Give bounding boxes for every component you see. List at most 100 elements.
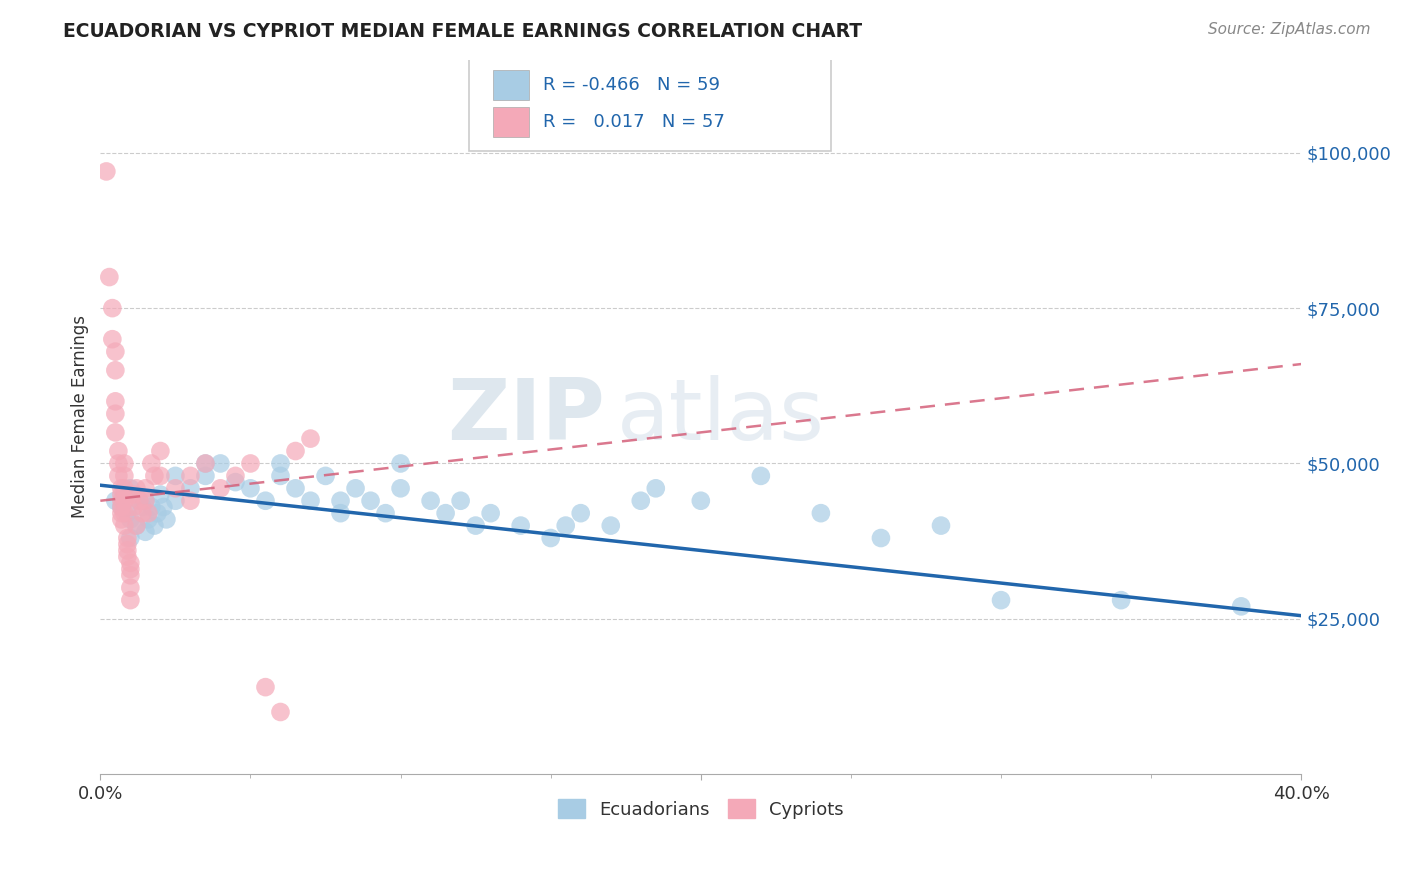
Point bbox=[165, 469, 187, 483]
Point bbox=[149, 444, 172, 458]
Point bbox=[122, 487, 145, 501]
Point bbox=[131, 500, 153, 514]
Point bbox=[254, 680, 277, 694]
Point bbox=[149, 469, 172, 483]
Point bbox=[165, 481, 187, 495]
Point bbox=[112, 469, 135, 483]
Point bbox=[540, 531, 562, 545]
Point bbox=[141, 500, 163, 514]
Point bbox=[269, 705, 291, 719]
Point bbox=[389, 481, 412, 495]
Point bbox=[149, 487, 172, 501]
Text: ECUADORIAN VS CYPRIOT MEDIAN FEMALE EARNINGS CORRELATION CHART: ECUADORIAN VS CYPRIOT MEDIAN FEMALE EARN… bbox=[63, 22, 862, 41]
Point bbox=[155, 512, 177, 526]
Point bbox=[125, 518, 148, 533]
Point bbox=[101, 332, 124, 346]
Point bbox=[315, 469, 337, 483]
Point bbox=[239, 481, 262, 495]
Point bbox=[107, 444, 129, 458]
Point bbox=[122, 500, 145, 514]
Point bbox=[329, 493, 352, 508]
Point bbox=[810, 506, 832, 520]
Point bbox=[1109, 593, 1132, 607]
Point bbox=[509, 518, 531, 533]
Legend: Ecuadorians, Cypriots: Ecuadorians, Cypriots bbox=[551, 792, 851, 826]
Point bbox=[179, 481, 201, 495]
Point bbox=[128, 493, 150, 508]
Point bbox=[209, 481, 232, 495]
Point bbox=[209, 457, 232, 471]
Point bbox=[98, 270, 121, 285]
Point bbox=[117, 549, 139, 564]
Point bbox=[146, 506, 169, 520]
Point bbox=[128, 493, 150, 508]
Point bbox=[554, 518, 576, 533]
Point bbox=[104, 363, 127, 377]
Point bbox=[224, 475, 246, 489]
Point bbox=[143, 518, 166, 533]
Point bbox=[479, 506, 502, 520]
Point bbox=[929, 518, 952, 533]
Point bbox=[104, 344, 127, 359]
Point bbox=[284, 481, 307, 495]
Point bbox=[194, 457, 217, 471]
Point bbox=[269, 457, 291, 471]
Text: R = -0.466   N = 59: R = -0.466 N = 59 bbox=[544, 76, 720, 94]
Point bbox=[120, 556, 142, 570]
Point bbox=[120, 481, 142, 495]
Point bbox=[117, 537, 139, 551]
Y-axis label: Median Female Earnings: Median Female Earnings bbox=[72, 316, 89, 518]
Point bbox=[269, 469, 291, 483]
Point bbox=[749, 469, 772, 483]
Point bbox=[165, 493, 187, 508]
Point bbox=[104, 425, 127, 440]
FancyBboxPatch shape bbox=[470, 57, 831, 151]
Text: ZIP: ZIP bbox=[447, 376, 605, 458]
Point bbox=[194, 457, 217, 471]
Point bbox=[179, 493, 201, 508]
Point bbox=[117, 506, 139, 520]
Point bbox=[96, 164, 118, 178]
Point bbox=[120, 562, 142, 576]
Point bbox=[464, 518, 486, 533]
Point bbox=[125, 481, 148, 495]
Point bbox=[1230, 599, 1253, 614]
Point bbox=[104, 493, 127, 508]
Point bbox=[117, 543, 139, 558]
Point bbox=[374, 506, 396, 520]
Point bbox=[138, 506, 160, 520]
Point bbox=[112, 487, 135, 501]
Point bbox=[120, 593, 142, 607]
Point bbox=[104, 394, 127, 409]
Point bbox=[112, 481, 135, 495]
Point bbox=[112, 493, 135, 508]
Point bbox=[112, 506, 135, 520]
Point bbox=[138, 512, 160, 526]
Point bbox=[870, 531, 893, 545]
Point bbox=[134, 493, 156, 508]
Point bbox=[284, 444, 307, 458]
Point bbox=[152, 500, 174, 514]
Point bbox=[117, 531, 139, 545]
Point bbox=[389, 457, 412, 471]
FancyBboxPatch shape bbox=[494, 70, 529, 100]
Point bbox=[344, 481, 367, 495]
Point bbox=[101, 301, 124, 315]
Point bbox=[110, 500, 132, 514]
Point bbox=[131, 506, 153, 520]
Point bbox=[630, 493, 652, 508]
Point bbox=[134, 524, 156, 539]
Point bbox=[644, 481, 666, 495]
Point bbox=[141, 457, 163, 471]
Point bbox=[110, 512, 132, 526]
Point bbox=[110, 500, 132, 514]
Point bbox=[990, 593, 1012, 607]
Point bbox=[254, 493, 277, 508]
Point bbox=[120, 512, 142, 526]
Point bbox=[179, 469, 201, 483]
Point bbox=[110, 487, 132, 501]
Point bbox=[419, 493, 441, 508]
Point bbox=[125, 518, 148, 533]
Point bbox=[224, 469, 246, 483]
Point bbox=[194, 469, 217, 483]
